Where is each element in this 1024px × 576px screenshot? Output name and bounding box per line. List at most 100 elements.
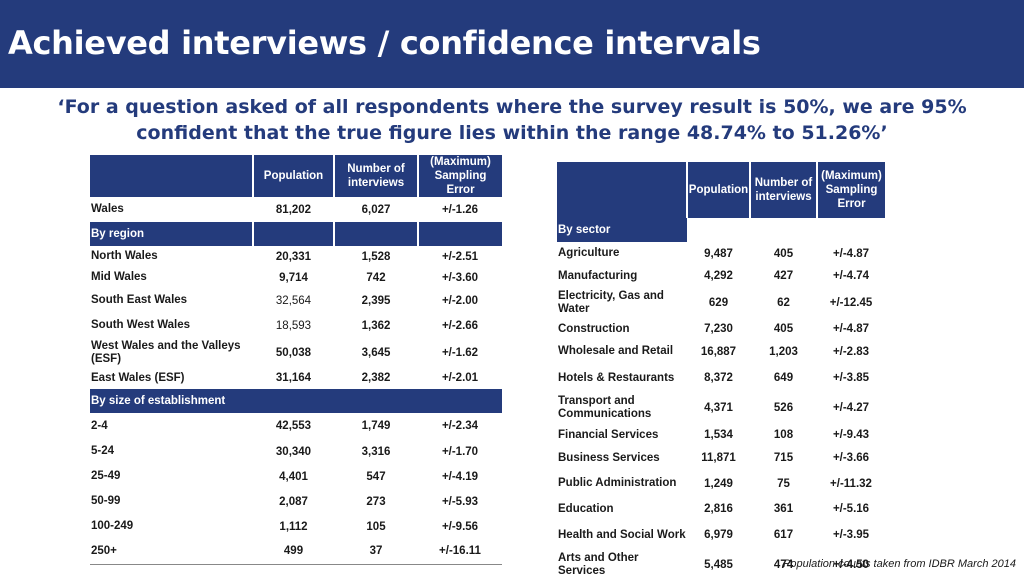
section-row-region: By region [90,222,502,246]
table-row: South West Wales 18,593 1,362 +/-2.66 [90,313,502,338]
population-cell: 9,714 [279,271,308,284]
error-cell: +/-2.83 [832,345,870,358]
table-row: West Wales and the Valleys (ESF) 50,038 … [90,338,502,367]
row-label: 50-99 [91,495,121,507]
table-row: Mid Wales 9,714 742 +/-3.60 [90,267,502,288]
table-row: 5-24 30,340 3,316 +/-1.70 [90,439,502,464]
table-row: Business Services 11,871 715 +/-3.66 [557,447,885,469]
error-cell: +/-16.11 [418,539,502,565]
table-row: Public Administration 1,249 75 +/-11.32 [557,469,885,498]
interviews-cell: 1,203 [769,345,798,358]
header-interviews: Number of interviews [749,162,817,218]
header-sampling-error: (Maximum) Sampling Error [816,162,885,218]
row-label: 250+ [90,539,253,565]
table-row: Agriculture 9,487 405 +/-4.87 [557,242,885,265]
interviews-cell: 742 [366,271,386,284]
error-cell: +/-9.43 [832,429,870,441]
interviews-cell: 405 [773,247,794,260]
header-population: Population [252,155,334,197]
population-cell: 9,487 [704,247,733,260]
population-cell: 4,292 [704,270,733,282]
row-label: Education [558,502,614,515]
error-cell: +/-3.95 [832,529,870,541]
section-spacer [333,222,418,246]
interviews-cell: 3,316 [361,445,391,458]
interviews-cell: 649 [773,372,794,384]
interviews-cell: 108 [773,429,794,441]
error-cell: +/-3.66 [832,452,870,464]
error-cell: +/-1.26 [441,203,479,216]
population-cell: 4,371 [704,402,733,414]
interviews-cell: 1,528 [361,250,391,263]
row-label: East Wales (ESF) [91,371,185,384]
table-row: Health and Social Work 6,979 617 +/-3.95 [557,520,885,550]
section-heading: By size of establishment [90,389,502,413]
title-bar: Achieved interviews / confidence interva… [0,0,1024,88]
error-cell: +/-5.93 [441,495,479,508]
row-label: Wholesale and Retail [558,345,674,357]
row-label: Financial Services [558,428,659,441]
error-cell: +/-2.51 [441,250,479,263]
error-cell: +/-2.66 [441,319,479,332]
population-cell: 20,331 [275,250,312,263]
section-spacer [252,222,334,246]
population-cell: 31,164 [275,372,312,384]
error-cell: +/-3.60 [441,271,479,284]
table-row: Manufacturing 4,292 427 +/-4.74 [557,265,885,287]
region-size-table: Population Number of interviews (Maximum… [90,155,502,565]
header-interviews: Number of interviews [333,155,418,197]
population-cell: 1,112 [279,520,308,533]
header-blank [90,155,253,197]
row-label: Electricity, Gas and Water [558,289,664,315]
interviews-cell: 62 [777,296,790,309]
row-label: Construction [558,322,630,335]
row-label: 5-24 [91,445,115,457]
row-label: Mid Wales [91,271,147,283]
interviews-cell: 474 [773,559,794,571]
population-cell: 50,038 [275,346,312,359]
error-cell: +/-4.87 [832,247,870,260]
table-row: East Wales (ESF) 31,164 2,382 +/-2.01 [90,367,502,389]
interviews-cell: 2,382 [361,372,391,384]
table-row: Electricity, Gas and Water 629 62 +/-12.… [557,287,885,318]
confidence-quote: ‘For a question asked of all respondents… [57,96,967,144]
error-cell: +/-9.56 [441,520,479,533]
section-row-size: By size of establishment [90,389,502,413]
population-cell: 2,816 [704,503,733,515]
row-label: Transport and Communications [558,395,652,420]
section-heading: By region [90,222,253,246]
population-cell: 18,593 [275,319,312,332]
error-cell: +/-4.19 [441,470,479,483]
table-row: South East Wales 32,564 2,395 +/-2.00 [90,288,502,313]
population-cell: 81,202 [275,203,312,216]
interviews-cell: 37 [334,539,418,565]
interviews-cell: 2,395 [361,294,391,307]
table-header-row: Population Number of interviews (Maximum… [557,162,885,218]
table-row: Hotels & Restaurants 8,372 649 +/-3.85 [557,363,885,393]
population-cell: 4,401 [279,470,308,483]
population-cell: 8,372 [704,372,733,384]
row-label: 25-49 [91,470,121,482]
interviews-cell: 6,027 [361,203,391,216]
row-label: 2-4 [91,419,108,432]
row-label: Agriculture [558,247,620,259]
section-spacer [687,218,750,242]
page-title: Achieved interviews / confidence interva… [8,24,761,62]
table-header-row: Population Number of interviews (Maximum… [90,155,502,197]
interviews-cell: 1,362 [361,319,391,332]
header-blank [557,162,687,218]
table-row: Education 2,816 361 +/-5.16 [557,498,885,520]
row-label: Arts and Other Services [558,552,639,576]
interviews-cell: 617 [773,529,794,541]
population-cell: 7,230 [704,323,733,335]
row-label: West Wales and the Valleys (ESF) [91,339,241,365]
row-label: Wales [91,203,124,215]
table-row: 50-99 2,087 273 +/-5.93 [90,489,502,514]
population-cell: 2,087 [279,495,308,508]
interviews-cell: 526 [773,402,794,414]
header-sampling-error: (Maximum) Sampling Error [417,155,502,197]
interviews-cell: 3,645 [361,346,391,359]
interviews-cell: 273 [366,495,386,508]
table-row-wales: Wales 81,202 6,027 +/-1.26 [90,197,502,222]
table-row: Transport and Communications 4,371 526 +… [557,393,885,423]
